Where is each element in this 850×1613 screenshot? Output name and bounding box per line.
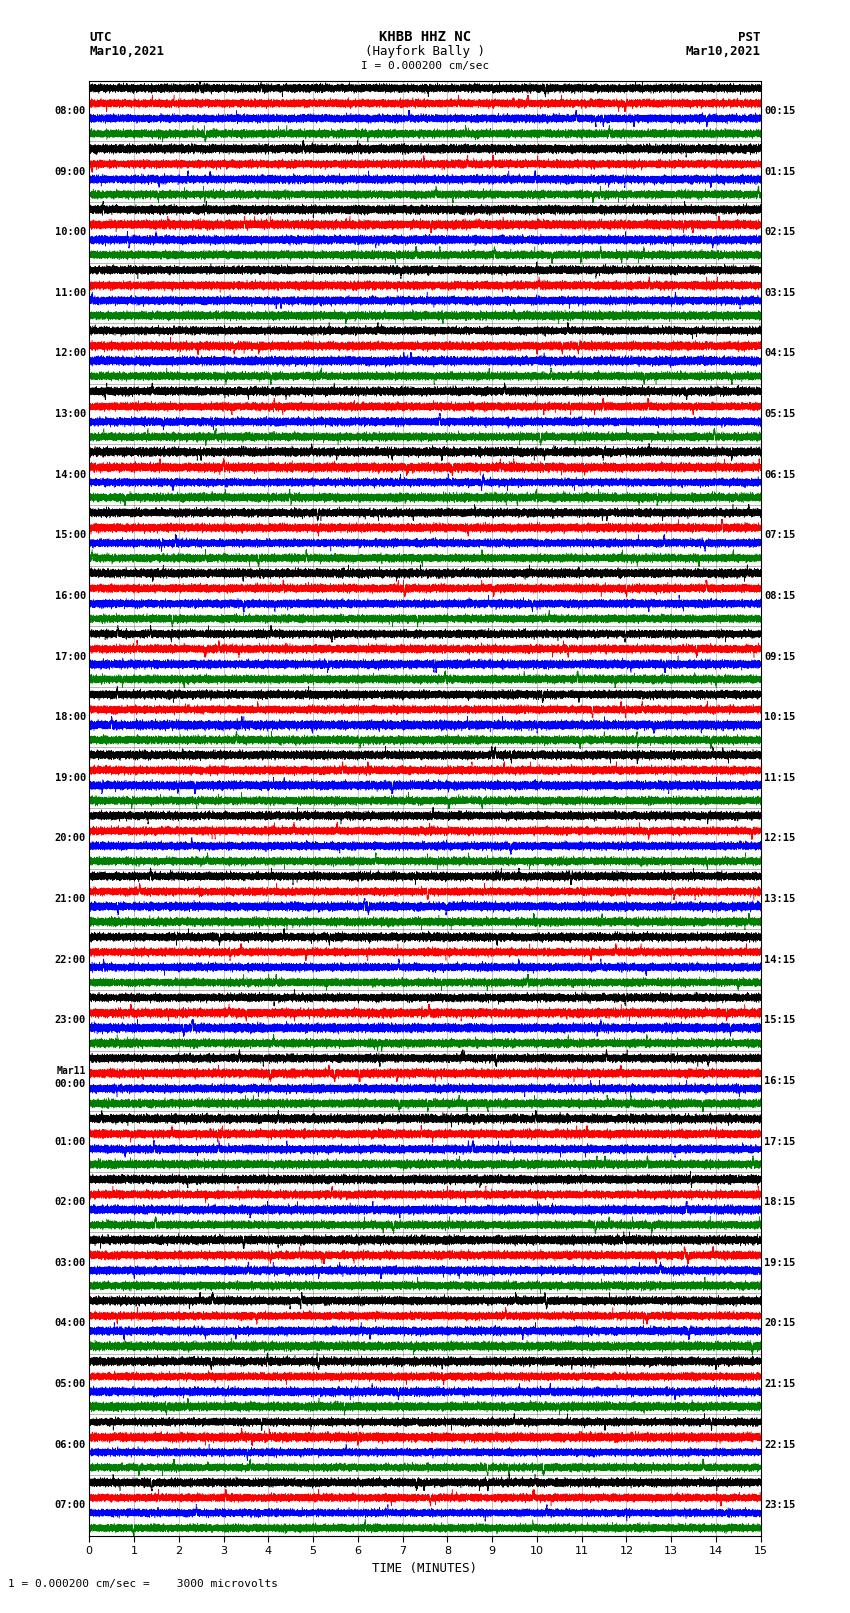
- Text: 11:15: 11:15: [764, 773, 796, 782]
- Text: PST: PST: [739, 31, 761, 44]
- Text: 20:15: 20:15: [764, 1318, 796, 1329]
- Text: 08:15: 08:15: [764, 590, 796, 602]
- Text: Mar11: Mar11: [56, 1066, 86, 1076]
- X-axis label: TIME (MINUTES): TIME (MINUTES): [372, 1561, 478, 1574]
- Text: 10:15: 10:15: [764, 713, 796, 723]
- Text: 01:15: 01:15: [764, 166, 796, 176]
- Text: 14:15: 14:15: [764, 955, 796, 965]
- Text: 19:15: 19:15: [764, 1258, 796, 1268]
- Text: 13:15: 13:15: [764, 894, 796, 903]
- Text: 21:15: 21:15: [764, 1379, 796, 1389]
- Text: 20:00: 20:00: [54, 834, 86, 844]
- Text: 06:15: 06:15: [764, 469, 796, 479]
- Text: (Hayfork Bally ): (Hayfork Bally ): [365, 45, 485, 58]
- Text: 15:15: 15:15: [764, 1015, 796, 1026]
- Text: 07:00: 07:00: [54, 1500, 86, 1510]
- Text: 10:00: 10:00: [54, 227, 86, 237]
- Text: 17:00: 17:00: [54, 652, 86, 661]
- Text: 04:00: 04:00: [54, 1318, 86, 1329]
- Text: 23:00: 23:00: [54, 1015, 86, 1026]
- Text: 04:15: 04:15: [764, 348, 796, 358]
- Text: 05:00: 05:00: [54, 1379, 86, 1389]
- Text: 06:00: 06:00: [54, 1440, 86, 1450]
- Text: 16:00: 16:00: [54, 590, 86, 602]
- Text: 19:00: 19:00: [54, 773, 86, 782]
- Text: Mar10,2021: Mar10,2021: [686, 45, 761, 58]
- Text: 08:00: 08:00: [54, 106, 86, 116]
- Text: UTC: UTC: [89, 31, 111, 44]
- Text: 01:00: 01:00: [54, 1137, 86, 1147]
- Text: Mar10,2021: Mar10,2021: [89, 45, 164, 58]
- Text: 05:15: 05:15: [764, 410, 796, 419]
- Text: 00:15: 00:15: [764, 106, 796, 116]
- Text: 23:15: 23:15: [764, 1500, 796, 1510]
- Text: 11:00: 11:00: [54, 287, 86, 298]
- Text: 22:00: 22:00: [54, 955, 86, 965]
- Text: 12:15: 12:15: [764, 834, 796, 844]
- Text: 07:15: 07:15: [764, 531, 796, 540]
- Text: 09:00: 09:00: [54, 166, 86, 176]
- Text: 16:15: 16:15: [764, 1076, 796, 1086]
- Text: 02:15: 02:15: [764, 227, 796, 237]
- Text: 15:00: 15:00: [54, 531, 86, 540]
- Text: 12:00: 12:00: [54, 348, 86, 358]
- Text: 13:00: 13:00: [54, 410, 86, 419]
- Text: 09:15: 09:15: [764, 652, 796, 661]
- Text: 03:00: 03:00: [54, 1258, 86, 1268]
- Text: 22:15: 22:15: [764, 1440, 796, 1450]
- Text: I = 0.000200 cm/sec: I = 0.000200 cm/sec: [361, 61, 489, 71]
- Text: 18:00: 18:00: [54, 713, 86, 723]
- Text: 03:15: 03:15: [764, 287, 796, 298]
- Text: KHBB HHZ NC: KHBB HHZ NC: [379, 31, 471, 44]
- Text: 02:00: 02:00: [54, 1197, 86, 1207]
- Text: 18:15: 18:15: [764, 1197, 796, 1207]
- Text: 1 = 0.000200 cm/sec =    3000 microvolts: 1 = 0.000200 cm/sec = 3000 microvolts: [8, 1579, 279, 1589]
- Text: 14:00: 14:00: [54, 469, 86, 479]
- Text: 21:00: 21:00: [54, 894, 86, 903]
- Text: 17:15: 17:15: [764, 1137, 796, 1147]
- Text: 00:00: 00:00: [54, 1079, 86, 1089]
